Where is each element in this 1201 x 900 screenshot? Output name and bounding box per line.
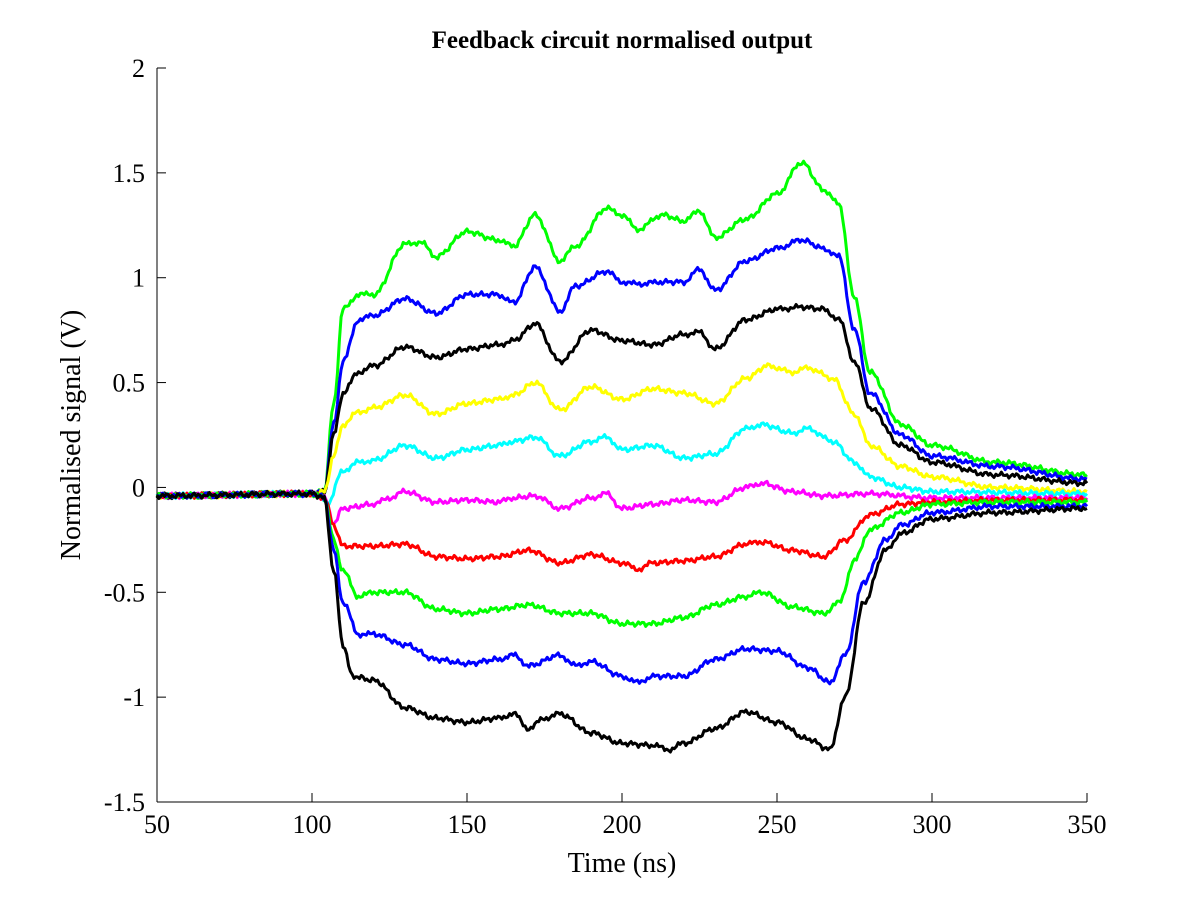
y-tick-label: -1 bbox=[123, 683, 145, 712]
series-line-black-lower bbox=[155, 489, 1088, 754]
y-axis-label: Normalised signal (V) bbox=[56, 310, 87, 560]
x-axis-label: Time (ns) bbox=[568, 848, 677, 879]
x-tick-label: 350 bbox=[1068, 810, 1107, 839]
y-tick-label: -1.5 bbox=[104, 788, 145, 817]
series-line-yellow bbox=[156, 362, 1088, 500]
y-tick-label: 1.5 bbox=[113, 159, 146, 188]
series-layer bbox=[155, 159, 1089, 754]
x-tick-label: 300 bbox=[913, 810, 952, 839]
y-tick-label: 1 bbox=[132, 264, 145, 293]
x-tick-label: 100 bbox=[293, 810, 332, 839]
series-line-black-upper bbox=[155, 303, 1089, 501]
x-tick-label: 250 bbox=[758, 810, 797, 839]
y-tick-label: 0 bbox=[132, 473, 145, 502]
x-tick-label: 150 bbox=[448, 810, 487, 839]
chart-title: Feedback circuit normalised output bbox=[432, 27, 813, 54]
y-tick-label: -0.5 bbox=[104, 578, 145, 607]
axes: 50 100 150 200 250 300 350 -1.5 -1 -0.5 0 0.5 1 1.5 2 bbox=[104, 54, 1107, 839]
y-tick-label: 0.5 bbox=[113, 369, 146, 398]
x-tick-label: 200 bbox=[603, 810, 642, 839]
series-line-blue-upper bbox=[155, 237, 1088, 501]
x-tick-label: 50 bbox=[144, 810, 170, 839]
y-tick-label: 2 bbox=[132, 54, 145, 83]
